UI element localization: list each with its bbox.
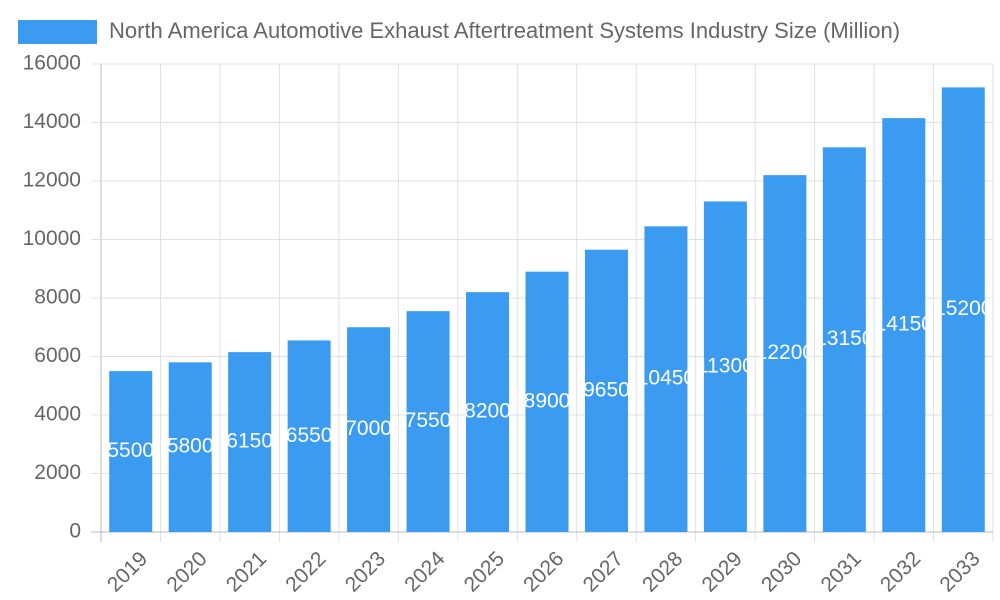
y-tick-label: 6000 <box>34 344 81 367</box>
bar <box>763 175 807 532</box>
x-tick-label: 2021 <box>222 547 271 596</box>
x-tick-label: 2025 <box>460 547 509 596</box>
legend-swatch <box>18 20 97 44</box>
value-label: 8200 <box>464 400 511 423</box>
x-tick-label: 2030 <box>757 547 806 596</box>
value-label: 5800 <box>167 435 214 458</box>
value-label: 8900 <box>524 389 571 412</box>
y-tick-label: 10000 <box>23 227 81 250</box>
x-tick-label: 2024 <box>400 547 450 597</box>
value-label: 7550 <box>405 409 452 432</box>
bar <box>822 147 866 533</box>
bar <box>287 340 331 532</box>
value-label: 14150 <box>875 313 933 336</box>
x-tick-label: 2023 <box>341 547 390 596</box>
x-tick-label: 2028 <box>638 547 687 596</box>
value-label: 11300 <box>697 354 754 377</box>
bar <box>525 271 569 532</box>
x-tick-label: 2026 <box>519 547 568 596</box>
value-label: 6550 <box>286 424 333 447</box>
bar <box>882 118 926 533</box>
bar <box>703 201 747 532</box>
x-tick-label: 2032 <box>876 547 925 596</box>
value-label: 10450 <box>637 367 695 390</box>
bar <box>644 226 688 532</box>
y-tick-label: 2000 <box>34 461 81 484</box>
bar <box>584 249 628 533</box>
x-tick-label: 2020 <box>162 547 211 596</box>
legend: North America Automotive Exhaust Aftertr… <box>18 18 900 44</box>
x-tick-label: 2031 <box>816 547 865 596</box>
x-tick-label: 2027 <box>579 547 628 596</box>
bar <box>168 362 212 532</box>
y-tick-label: 0 <box>69 520 81 543</box>
value-label: 7000 <box>345 417 392 440</box>
y-tick-label: 16000 <box>23 52 81 75</box>
bar <box>228 352 272 532</box>
bar <box>406 311 450 532</box>
y-tick-label: 8000 <box>34 286 81 309</box>
bar <box>347 327 391 532</box>
legend-label: North America Automotive Exhaust Aftertr… <box>109 18 900 43</box>
bar <box>941 87 985 533</box>
y-tick-label: 4000 <box>34 403 81 426</box>
value-label: 9650 <box>583 378 630 401</box>
x-tick-label: 2022 <box>281 547 330 596</box>
bar <box>109 371 153 532</box>
value-label: 13150 <box>815 327 873 350</box>
bar <box>466 292 510 532</box>
y-tick-label: 14000 <box>23 110 81 133</box>
y-tick-label: 12000 <box>23 169 81 192</box>
x-tick-label: 2029 <box>698 547 747 596</box>
x-tick-label: 2019 <box>103 547 152 596</box>
value-label: 6150 <box>226 430 273 453</box>
value-label: 12200 <box>756 341 814 364</box>
value-label: 15200 <box>934 297 992 320</box>
x-tick-label: 2033 <box>935 547 984 596</box>
value-label: 5500 <box>107 439 154 462</box>
